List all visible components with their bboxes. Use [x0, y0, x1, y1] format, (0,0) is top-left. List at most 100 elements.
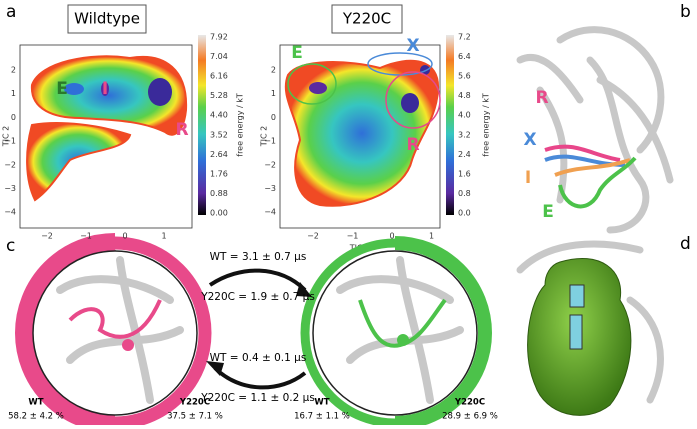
population-ring — [300, 238, 396, 428]
loop-trace — [558, 156, 637, 209]
region-label: R — [535, 88, 548, 108]
axes-frame — [19, 44, 193, 229]
colorbar-tick-label: 4.0 — [458, 111, 471, 120]
colorbar-tick-label: 7.04 — [210, 52, 228, 61]
free-energy-map — [284, 59, 440, 207]
x-tick-label: 0 — [122, 232, 127, 241]
y-tick-label: 0 — [271, 113, 276, 122]
x-tick-label: −2 — [307, 232, 319, 241]
population-label: WT — [314, 398, 329, 408]
x-tick-label: −1 — [80, 232, 92, 241]
region-label: E — [542, 202, 554, 222]
panel-label: b — [680, 2, 691, 22]
title-box — [331, 4, 403, 34]
rate-label: WT = 0.4 ± 0.1 µs — [210, 352, 307, 364]
colorbar — [446, 35, 454, 215]
y-tick-label: 2 — [271, 66, 276, 75]
protein-cartoon — [516, 26, 674, 234]
y-tick-label: −2 — [264, 160, 276, 169]
colorbar-tick-label: 5.28 — [210, 91, 228, 100]
y-axis-label: TIC 2 — [2, 126, 11, 147]
population-ring — [394, 236, 492, 429]
population-ring — [114, 236, 212, 429]
loop-trace — [544, 144, 621, 162]
residue-marker — [397, 334, 409, 346]
colorbar-tick-label: 6.4 — [458, 52, 471, 61]
y-tick-label: −3 — [264, 184, 276, 193]
rate-label: Y220C = 1.9 ± 0.7 µs — [200, 291, 315, 303]
x-tick-label: 1 — [429, 232, 434, 241]
ligand — [569, 284, 585, 308]
population-label: Y220C — [179, 398, 210, 408]
x-tick-label: −1 — [347, 232, 359, 241]
plot-title: Y220C — [342, 10, 391, 28]
rate-label: WT = 3.1 ± 0.7 µs — [210, 251, 307, 263]
panel-label: d — [680, 234, 691, 254]
y-tick-label: 1 — [271, 89, 276, 98]
colorbar-tick-label: 3.2 — [458, 130, 471, 139]
colorbar-tick-label: 0.0 — [458, 209, 471, 218]
y-tick-label: −1 — [264, 137, 276, 146]
free-energy-map — [26, 55, 188, 202]
y-tick-label: 2 — [11, 66, 16, 75]
x-tick-label: 0 — [389, 232, 394, 241]
y-tick-label: 0 — [11, 113, 16, 122]
y-tick-label: −2 — [4, 160, 16, 169]
y-tick-label: −1 — [4, 137, 16, 146]
region-outline — [385, 71, 441, 129]
colorbar — [198, 35, 206, 215]
transition-arrow — [208, 268, 307, 292]
colorbar-tick-label: 7.92 — [210, 33, 228, 42]
region-label: E — [56, 79, 68, 99]
loop-trace — [68, 299, 162, 339]
colorbar-tick-label: 0.8 — [458, 189, 471, 198]
x-tick-label: −2 — [41, 232, 53, 241]
y-tick-label: −3 — [4, 184, 16, 193]
colorbar-tick-label: 4.40 — [210, 111, 228, 120]
region-label: E — [291, 43, 303, 63]
region-label: R — [406, 135, 419, 155]
population-label: Y220C — [454, 398, 485, 408]
transition-arrow — [213, 366, 307, 390]
population-value: 16.7 ± 1.1 % — [294, 412, 350, 422]
population-value: 58.2 ± 4.2 % — [8, 412, 64, 422]
region-outline — [287, 63, 337, 105]
colorbar-tick-label: 6.16 — [210, 72, 228, 81]
colorbar-tick-label: 0.88 — [210, 189, 228, 198]
colorbar-label: free energy / kT — [236, 93, 245, 157]
colorbar-tick-label: 1.76 — [210, 169, 228, 178]
arrowhead — [206, 361, 224, 376]
rate-label: Y220C = 1.1 ± 0.2 µs — [200, 392, 315, 404]
y-tick-label: −4 — [264, 208, 276, 217]
colorbar-tick-label: 0.00 — [210, 209, 228, 218]
colorbar-label: free energy / kT — [482, 93, 491, 157]
colorbar-tick-label: 1.6 — [458, 169, 471, 178]
population-ring — [15, 233, 116, 429]
x-tick-label: 1 — [161, 232, 166, 241]
colorbar-tick-label: 5.6 — [458, 72, 471, 81]
region-label: X — [406, 36, 419, 56]
colorbar-tick-label: 2.64 — [210, 150, 228, 159]
region-label: R — [175, 120, 188, 140]
plot-title: Wildtype — [74, 10, 140, 28]
ligand — [569, 314, 583, 350]
arrowhead — [296, 282, 312, 297]
title-box — [67, 4, 147, 34]
region-label: X — [523, 130, 536, 150]
population-value: 28.9 ± 6.9 % — [442, 412, 498, 422]
residue-marker — [122, 339, 134, 351]
colorbar-tick-label: 3.52 — [210, 130, 228, 139]
population-value: 37.5 ± 7.1 % — [167, 412, 223, 422]
panel-label: a — [6, 2, 16, 22]
loop-trace — [554, 158, 631, 177]
colorbar-tick-label: 4.8 — [458, 91, 471, 100]
panel-label: c — [6, 236, 15, 256]
region-label: I — [525, 168, 531, 188]
region-label: I — [102, 79, 108, 99]
y-axis-label: TIC 2 — [260, 126, 269, 147]
population-label: WT — [28, 398, 43, 408]
y-tick-label: −4 — [4, 208, 16, 217]
colorbar-tick-label: 7.2 — [458, 33, 471, 42]
protein-cartoon — [516, 240, 664, 404]
